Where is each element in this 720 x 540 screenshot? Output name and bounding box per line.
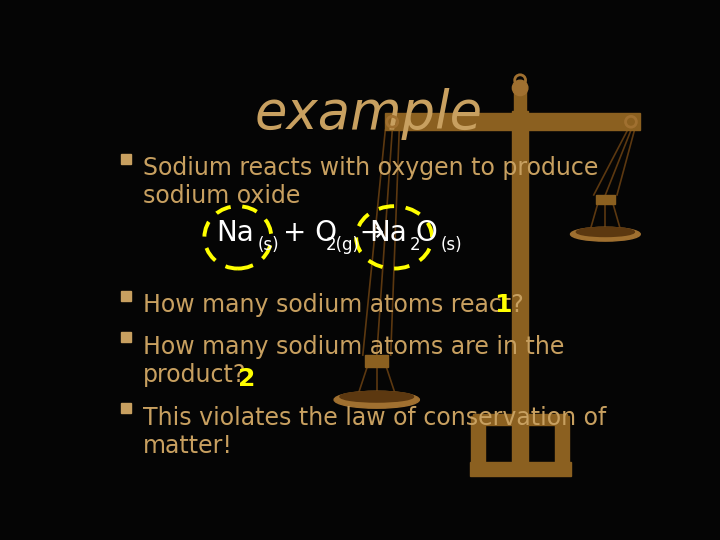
Ellipse shape <box>570 227 640 241</box>
Circle shape <box>513 80 528 96</box>
Bar <box>555 416 569 462</box>
Text: example: example <box>255 87 483 140</box>
Bar <box>384 112 640 130</box>
Text: Na: Na <box>216 219 254 247</box>
Ellipse shape <box>576 227 634 237</box>
Text: + O: + O <box>284 219 338 247</box>
Bar <box>121 153 131 164</box>
Text: (s): (s) <box>441 236 462 254</box>
Bar <box>121 332 131 342</box>
Text: This violates the law of conservation of
matter!: This violates the law of conservation of… <box>143 406 606 457</box>
Text: O: O <box>415 219 437 247</box>
Text: 2: 2 <box>410 236 420 254</box>
Text: Sodium reacts with oxygen to produce
sodium oxide: Sodium reacts with oxygen to produce sod… <box>143 156 598 208</box>
Ellipse shape <box>340 392 413 402</box>
Text: Na: Na <box>369 219 408 247</box>
Ellipse shape <box>334 392 419 408</box>
Bar <box>473 414 567 425</box>
Text: How many sodium atoms react?: How many sodium atoms react? <box>143 294 523 318</box>
Bar <box>469 462 570 476</box>
Bar <box>514 90 526 112</box>
Text: 2(g): 2(g) <box>325 236 360 254</box>
Bar <box>472 416 485 462</box>
Bar <box>121 403 131 413</box>
Bar <box>121 291 131 301</box>
Text: (s): (s) <box>258 236 279 254</box>
Bar <box>596 195 615 204</box>
Bar <box>513 111 528 473</box>
Text: 2: 2 <box>238 367 256 391</box>
Text: →: → <box>360 219 384 247</box>
Text: 1: 1 <box>495 294 512 318</box>
Text: How many sodium atoms are in the
product?: How many sodium atoms are in the product… <box>143 335 564 387</box>
Bar <box>365 355 388 367</box>
